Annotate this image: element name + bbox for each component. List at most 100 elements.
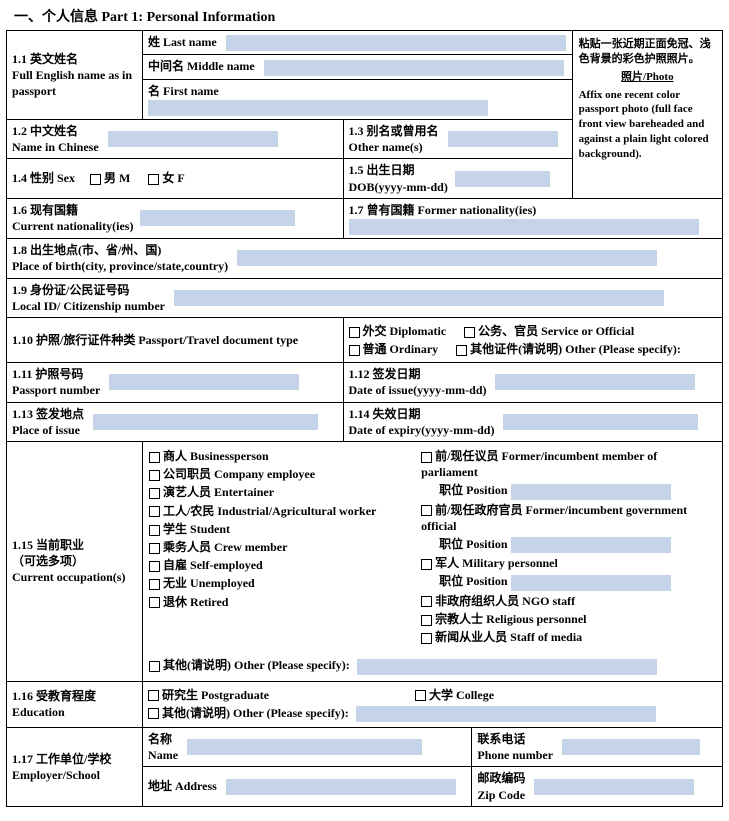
field-nationality[interactable] bbox=[140, 210, 295, 226]
label-employer-address: 地址 Address bbox=[148, 779, 217, 793]
checkbox-religious[interactable] bbox=[421, 615, 432, 626]
label-worker: 工人/农民 Industrial/Agricultural worker bbox=[163, 504, 376, 518]
checkbox-parliament[interactable] bbox=[421, 452, 432, 463]
field-position-1[interactable] bbox=[511, 484, 671, 500]
label-position-1: 职位 Position bbox=[439, 483, 507, 497]
checkbox-student[interactable] bbox=[149, 525, 160, 536]
field-middlename[interactable] bbox=[264, 60, 564, 76]
field-other-names[interactable] bbox=[448, 131, 558, 147]
label-employee: 公司职员 Company employee bbox=[163, 467, 315, 481]
field-edu-other[interactable] bbox=[356, 706, 656, 722]
row-middlename: 中间名 Middle name bbox=[143, 55, 573, 79]
checkbox-crew[interactable] bbox=[149, 543, 160, 554]
label-media: 新闻从业人员 Staff of media bbox=[435, 630, 582, 644]
label-1-6: 1.6 现有国籍 Current nationality(ies) bbox=[12, 202, 133, 234]
label-employer-phone: 联系电话 Phone number bbox=[477, 731, 553, 763]
label-position-3: 职位 Position bbox=[439, 574, 507, 588]
field-former-nationality[interactable] bbox=[349, 219, 699, 235]
checkbox-media[interactable] bbox=[421, 633, 432, 644]
label-doc-other: 其他证件(请说明) Other (Please specify): bbox=[470, 342, 681, 356]
cell-employer-name: 名称 Name bbox=[143, 727, 472, 766]
label-ngo: 非政府组织人员 NGO staff bbox=[435, 594, 575, 608]
checkbox-business[interactable] bbox=[149, 452, 160, 463]
field-occ-other[interactable] bbox=[357, 659, 657, 675]
label-lastname: 姓 Last name bbox=[148, 35, 217, 49]
field-issue-date[interactable] bbox=[495, 374, 695, 390]
label-diplomatic: 外交 Diplomatic bbox=[363, 324, 447, 338]
checkbox-entertainer[interactable] bbox=[149, 488, 160, 499]
label-entertainer: 演艺人员 Entertainer bbox=[163, 485, 274, 499]
checkbox-government[interactable] bbox=[421, 505, 432, 516]
field-employer-zip[interactable] bbox=[534, 779, 694, 795]
label-1-14: 1.14 失效日期 Date of expiry(yyyy-mm-dd) bbox=[349, 406, 495, 438]
label-occ-other: 其他(请说明) Other (Please specify): bbox=[163, 658, 350, 672]
label-1-13: 1.13 签发地点 Place of issue bbox=[12, 406, 84, 438]
section-title: 一、个人信息 Part 1: Personal Information bbox=[6, 6, 723, 26]
cell-1-4: 1.4 性别 Sex 男 M 女 F bbox=[7, 159, 344, 198]
label-crew: 乘务人员 Crew member bbox=[163, 540, 287, 554]
checkbox-postgrad[interactable] bbox=[148, 690, 159, 701]
field-dob[interactable] bbox=[455, 171, 550, 187]
cell-1-5: 1.5 出生日期 DOB(yyyy-mm-dd) bbox=[343, 159, 572, 198]
photo-cn: 粘贴一张近期正面免冠、浅色背景的彩色护照照片。 bbox=[579, 38, 711, 65]
label-1-9: 1.9 身份证/公民证号码 Local ID/ Citizenship numb… bbox=[12, 282, 165, 314]
field-chinese-name[interactable] bbox=[108, 131, 278, 147]
field-expiry-date[interactable] bbox=[503, 414, 698, 430]
label-religious: 宗教人士 Religious personnel bbox=[435, 612, 586, 626]
cell-1-14: 1.14 失效日期 Date of expiry(yyyy-mm-dd) bbox=[343, 402, 723, 441]
label-1-4: 1.4 性别 Sex bbox=[12, 171, 75, 185]
label-parliament: 前/现任议员 Former/incumbent member of parlia… bbox=[421, 449, 657, 479]
field-lastname[interactable] bbox=[226, 35, 566, 51]
field-local-id[interactable] bbox=[174, 290, 664, 306]
field-passport-no[interactable] bbox=[109, 374, 299, 390]
checkbox-doc-other[interactable] bbox=[456, 345, 467, 356]
cell-employer-phone: 联系电话 Phone number bbox=[472, 727, 723, 766]
cell-1-9: 1.9 身份证/公民证号码 Local ID/ Citizenship numb… bbox=[7, 278, 723, 317]
label-1-16: 1.16 受教育程度 Education bbox=[7, 681, 143, 727]
field-employer-address[interactable] bbox=[226, 779, 456, 795]
cell-1-12: 1.12 签发日期 Date of issue(yyyy-mm-dd) bbox=[343, 363, 723, 402]
checkbox-male[interactable] bbox=[90, 174, 101, 185]
label-position-2: 职位 Position bbox=[439, 537, 507, 551]
cell-1-7: 1.7 曾有国籍 Former nationality(ies) bbox=[343, 198, 723, 238]
checkbox-unemployed[interactable] bbox=[149, 579, 160, 590]
checkbox-selfemployed[interactable] bbox=[149, 561, 160, 572]
cell-1-16-options: 研究生 Postgraduate 大学 College 其他(请说明) Othe… bbox=[143, 681, 723, 727]
field-position-2[interactable] bbox=[511, 537, 671, 553]
occupations-left: 商人 Businessperson 公司职员 Company employee … bbox=[149, 446, 421, 647]
checkbox-military[interactable] bbox=[421, 559, 432, 570]
checkbox-ngo[interactable] bbox=[421, 596, 432, 607]
row-lastname: 姓 Last name bbox=[143, 31, 573, 55]
field-firstname[interactable] bbox=[148, 100, 488, 116]
checkbox-service[interactable] bbox=[464, 327, 475, 338]
checkbox-occ-other[interactable] bbox=[149, 661, 160, 672]
row-firstname: 名 First name bbox=[143, 79, 573, 119]
checkbox-female[interactable] bbox=[148, 174, 159, 185]
checkbox-edu-other[interactable] bbox=[148, 708, 159, 719]
label-college: 大学 College bbox=[429, 688, 494, 702]
label-unemployed: 无业 Unemployed bbox=[163, 576, 255, 590]
occupations-right: 前/现任议员 Former/incumbent member of parlia… bbox=[421, 446, 716, 647]
label-service: 公务、官员 Service or Official bbox=[478, 324, 634, 338]
photo-label: 照片/Photo bbox=[579, 70, 716, 85]
checkbox-retired[interactable] bbox=[149, 597, 160, 608]
photo-en: Affix one recent color passport photo (f… bbox=[579, 89, 709, 160]
field-employer-phone[interactable] bbox=[562, 739, 700, 755]
label-firstname: 名 First name bbox=[148, 84, 219, 98]
checkbox-college[interactable] bbox=[415, 690, 426, 701]
field-birthplace[interactable] bbox=[237, 250, 657, 266]
checkbox-worker[interactable] bbox=[149, 506, 160, 517]
cell-1-6: 1.6 现有国籍 Current nationality(ies) bbox=[7, 198, 344, 238]
field-position-3[interactable] bbox=[511, 575, 671, 591]
field-employer-name[interactable] bbox=[187, 739, 422, 755]
label-1-2: 1.2 中文姓名 Name in Chinese bbox=[12, 123, 99, 155]
label-employer-zip: 邮政编码 Zip Code bbox=[477, 770, 525, 802]
checkbox-employee[interactable] bbox=[149, 470, 160, 481]
field-issue-place[interactable] bbox=[93, 414, 318, 430]
label-employer-name: 名称 Name bbox=[148, 731, 178, 763]
cell-1-13: 1.13 签发地点 Place of issue bbox=[7, 402, 344, 441]
checkbox-diplomatic[interactable] bbox=[349, 327, 360, 338]
label-government: 前/现任政府官员 Former/incumbent government off… bbox=[421, 503, 687, 533]
label-1-3: 1.3 别名或曾用名 Other name(s) bbox=[349, 123, 439, 155]
checkbox-ordinary[interactable] bbox=[349, 345, 360, 356]
